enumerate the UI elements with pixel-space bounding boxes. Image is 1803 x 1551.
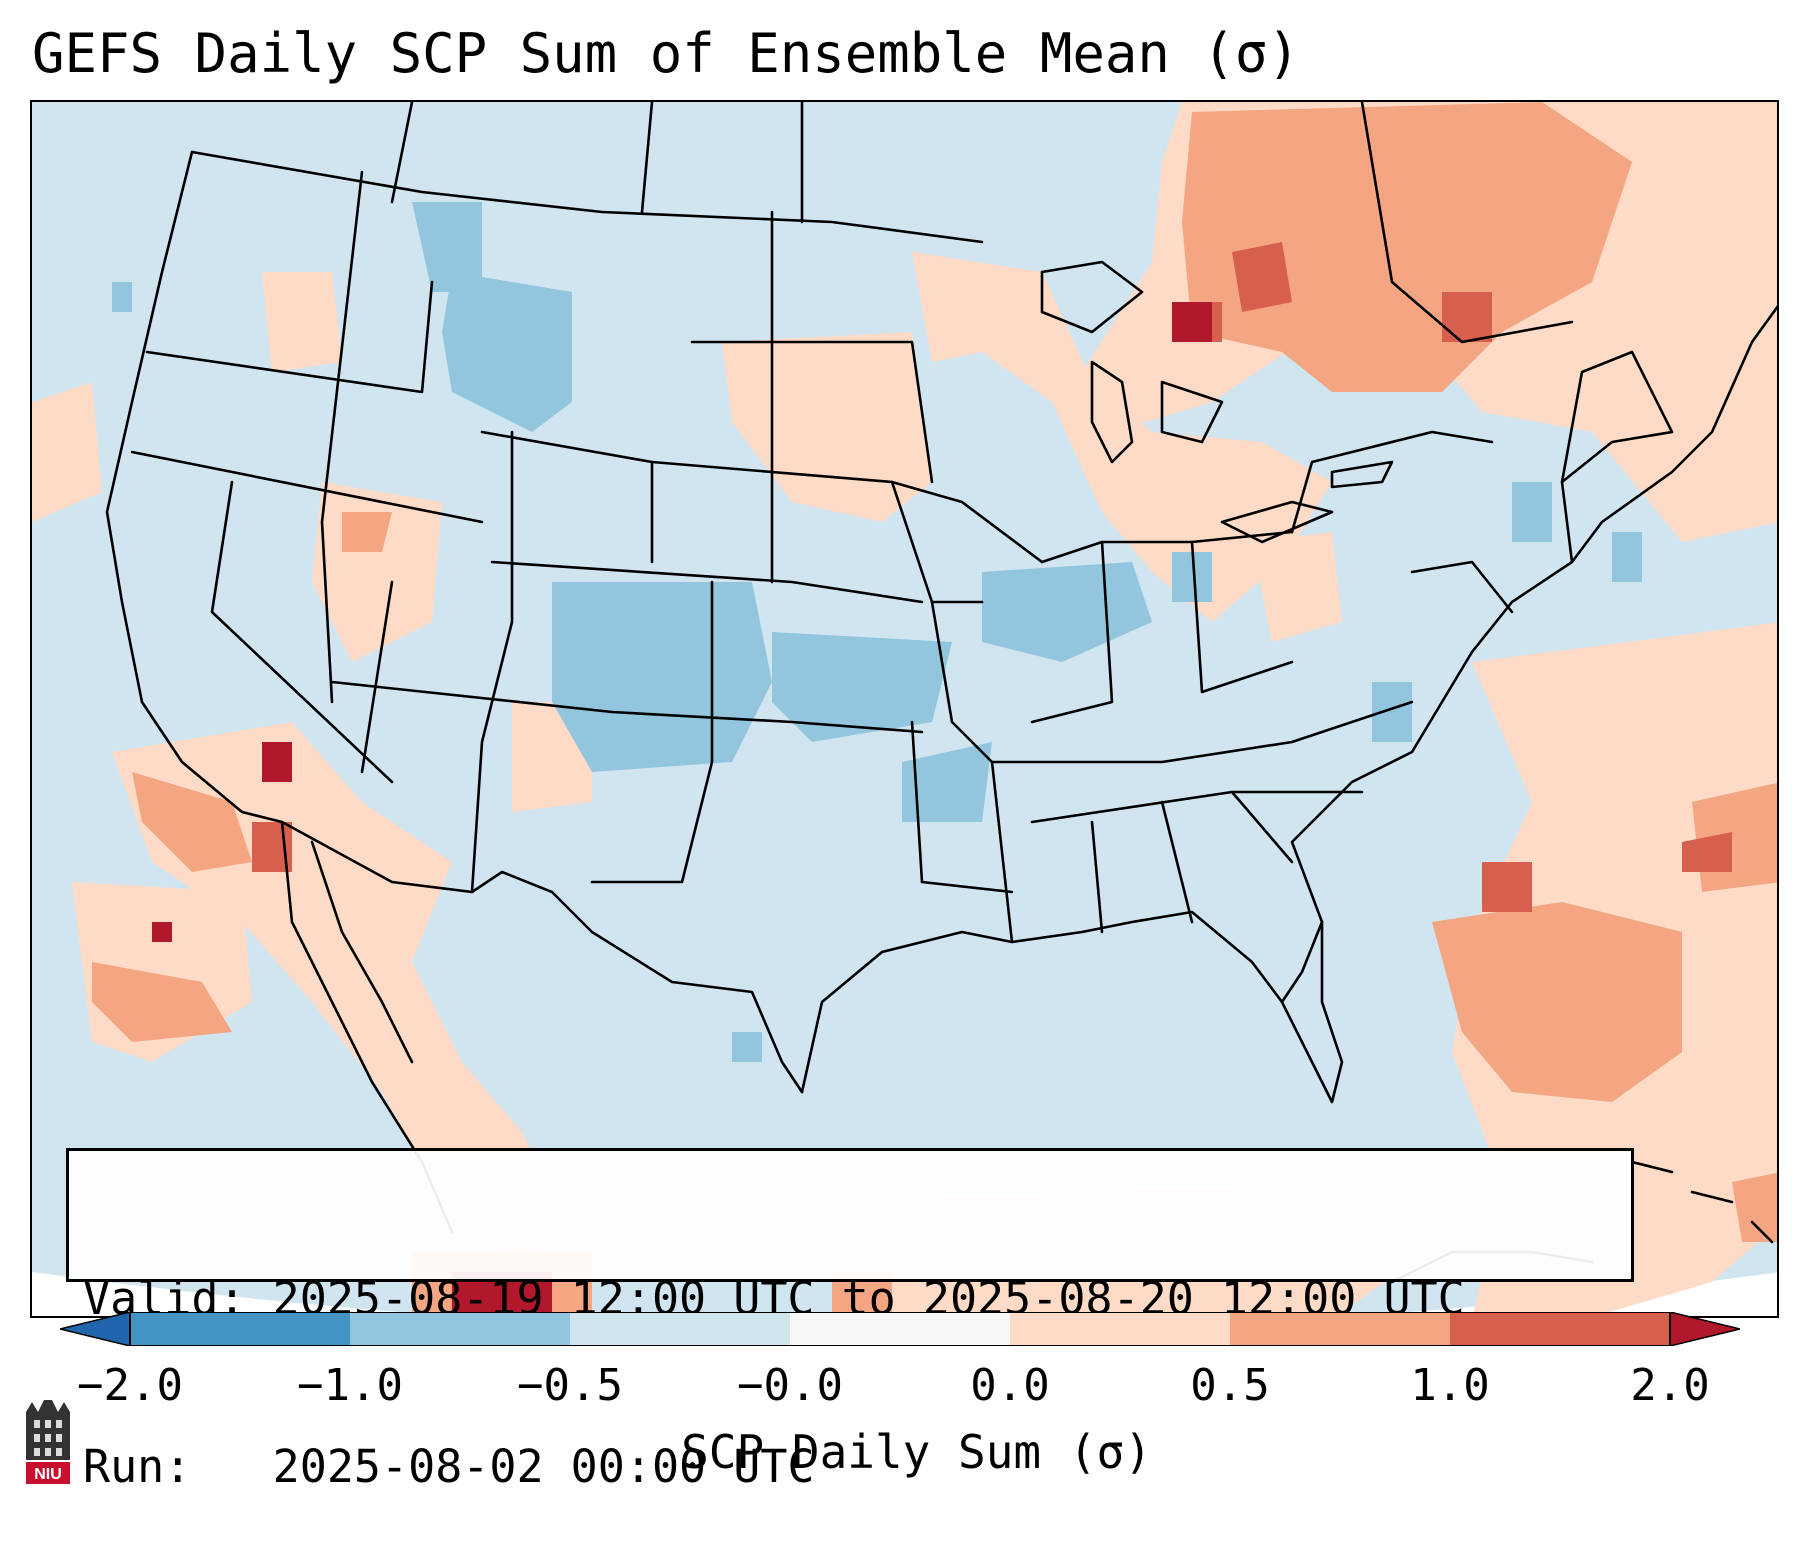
gulf-coast — [800, 910, 1324, 1094]
map-panel[interactable] — [30, 100, 1779, 1318]
colorbar-bin — [130, 1312, 351, 1346]
colorbar-tick-label: 0.5 — [1190, 1360, 1270, 1411]
lake-michigan — [1090, 360, 1134, 464]
anomaly-dark-red — [152, 302, 1212, 1316]
colorbar-bin — [570, 1312, 791, 1346]
colorbar-bin — [350, 1312, 571, 1346]
colorbar-extend-low — [60, 1312, 131, 1346]
run-value: 2025-08-02 00:00 UTC — [272, 1440, 815, 1493]
colorbar-bins — [130, 1312, 1671, 1346]
colorbar-bin — [1230, 1312, 1451, 1346]
lake-huron — [1160, 380, 1224, 444]
colorbar-bin — [1450, 1312, 1671, 1346]
us-canada-border — [190, 150, 984, 244]
mexico-border — [280, 820, 804, 1094]
colorbar — [60, 1312, 1740, 1346]
svg-text:NIU: NIU — [34, 1466, 62, 1483]
map-canvas — [32, 102, 1777, 1316]
east-coast — [1290, 305, 1777, 924]
colorbar-tick-label: 1.0 — [1410, 1360, 1490, 1411]
run-label: Run: — [83, 1440, 192, 1493]
colorbar-extend-high — [1669, 1312, 1740, 1346]
colorbar-tick-label: −1.0 — [297, 1360, 403, 1411]
colorbar-label: SCP Daily Sum (σ) — [681, 1425, 1152, 1479]
map-title: GEFS Daily SCP Sum of Ensemble Mean (σ) — [32, 22, 1300, 85]
colorbar-bin — [790, 1312, 1011, 1346]
west-coast — [105, 150, 284, 824]
anomaly-light-blue — [112, 202, 1642, 1062]
anomaly-mid-red — [92, 102, 1777, 1316]
colorbar-bin — [1010, 1312, 1231, 1346]
colorbar-outline — [129, 1312, 1671, 1346]
colorbar-tick-label: 2.0 — [1630, 1360, 1710, 1411]
lake-ontario — [1330, 460, 1394, 489]
colorbar-tick-label: −0.0 — [737, 1360, 843, 1411]
colorbar-tick-label: 0.0 — [970, 1360, 1050, 1411]
niu-logo: NIU — [26, 1400, 70, 1484]
colorbar-tick-label: −2.0 — [77, 1360, 183, 1411]
lake-superior — [1040, 260, 1144, 334]
colorbar-tick-label: −0.5 — [517, 1360, 623, 1411]
run-line: Run: 2025-08-02 00:00 UTC — [83, 1439, 1617, 1495]
valid-run-info-box: Valid: 2025-08-19 12:00 UTC to 2025-08-2… — [66, 1148, 1634, 1493]
